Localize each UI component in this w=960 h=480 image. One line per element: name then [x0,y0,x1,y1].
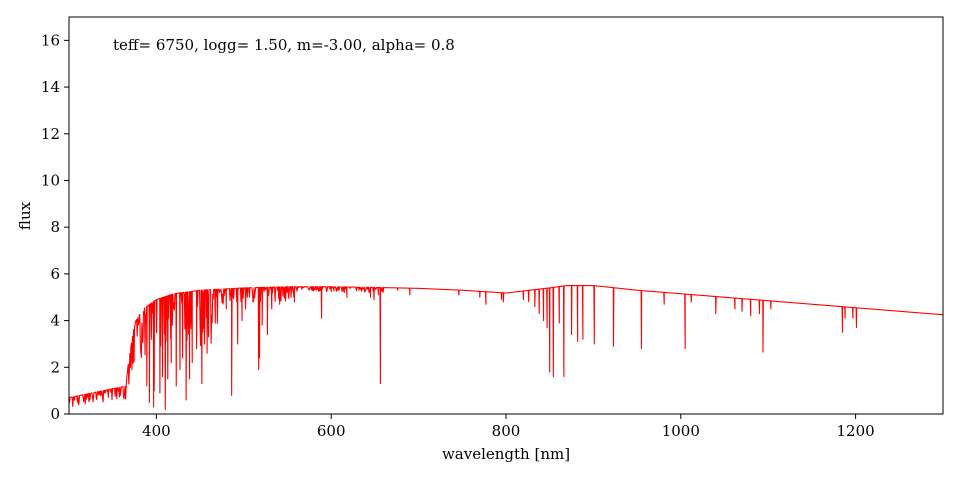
x-tick-label: 1000 [662,422,700,440]
x-tick-label: 1200 [837,422,875,440]
y-tick-label: 4 [50,312,60,330]
x-tick-label: 600 [317,422,346,440]
x-tick-label: 400 [142,422,171,440]
y-tick-label: 2 [50,358,60,376]
x-axis: 400 600 800 1000 1200 [142,414,875,440]
y-axis: 0 2 4 6 8 10 12 14 16 [41,31,69,423]
y-tick-label: 6 [50,265,60,283]
x-axis-label: wavelength [nm] [442,445,570,463]
series-layer [69,285,943,410]
model-parameters-annotation: teff= 6750, logg= 1.50, m=-3.00, alpha= … [113,36,455,54]
y-tick-label: 8 [50,218,60,236]
y-tick-label: 14 [41,78,60,96]
x-tick-label: 800 [492,422,521,440]
y-tick-label: 10 [41,171,60,189]
y-tick-label: 16 [41,31,60,49]
y-axis-label: flux [16,201,34,230]
spectrum-line [69,285,943,410]
y-tick-label: 0 [50,405,60,423]
y-tick-label: 12 [41,125,60,143]
